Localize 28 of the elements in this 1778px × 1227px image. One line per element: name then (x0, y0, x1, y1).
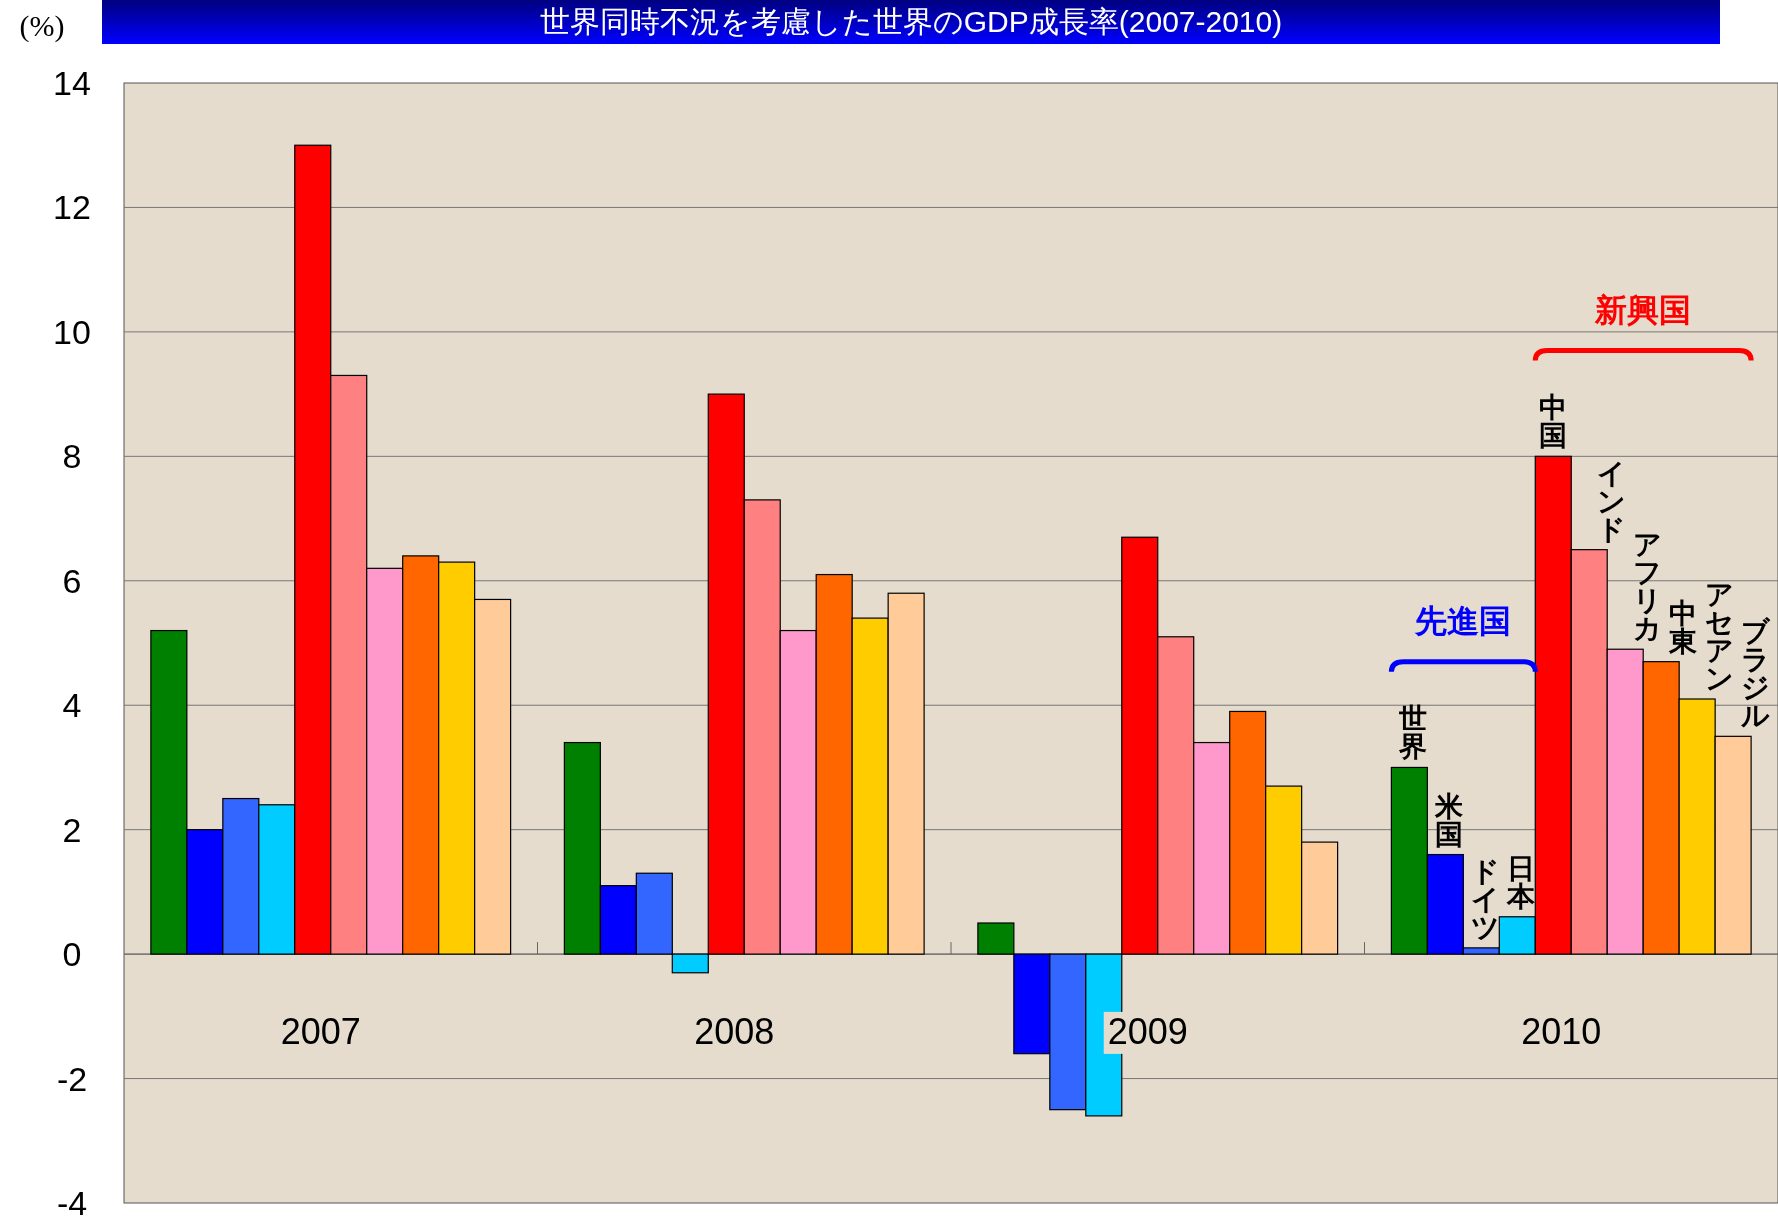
y-tick-label: 0 (62, 935, 82, 974)
y-tick-label: 12 (53, 188, 91, 227)
series-label: 中東 (1668, 596, 1698, 658)
series-label: インド (1596, 456, 1626, 546)
y-tick-label: 14 (53, 64, 91, 102)
series-label: ドイツ (1470, 854, 1500, 944)
x-tick-label: 2007 (280, 1010, 361, 1052)
x-tick-label: 2009 (1107, 1010, 1188, 1052)
y-tick-label: 10 (53, 312, 91, 351)
x-tick-label: 2008 (694, 1010, 775, 1052)
annotation: 先進国 (1414, 601, 1512, 640)
y-axis-title: (%) (19, 9, 65, 43)
series-label: 中国 (1539, 391, 1568, 453)
chart-title: 世界同時不況を考慮した世界のGDP成長率(2007-2010) (539, 5, 1283, 38)
series-label: 米国 (1434, 789, 1464, 851)
series-label: ブラジル (1739, 615, 1771, 733)
annotation: 新興国 (1594, 290, 1692, 329)
x-tick-label: 2010 (1521, 1010, 1602, 1052)
y-tick-label: 8 (62, 437, 82, 476)
y-tick-label: -4 (56, 1184, 88, 1222)
y-tick-label: 6 (62, 561, 82, 600)
y-tick-label: -2 (56, 1059, 88, 1098)
series-label: アフリカ (1632, 528, 1662, 646)
series-label: アセアン (1704, 578, 1734, 695)
y-tick-label: 4 (62, 686, 82, 725)
y-tick-label: 2 (62, 810, 82, 849)
series-label: 日本 (1506, 851, 1537, 913)
series-label: 世界 (1398, 702, 1428, 764)
